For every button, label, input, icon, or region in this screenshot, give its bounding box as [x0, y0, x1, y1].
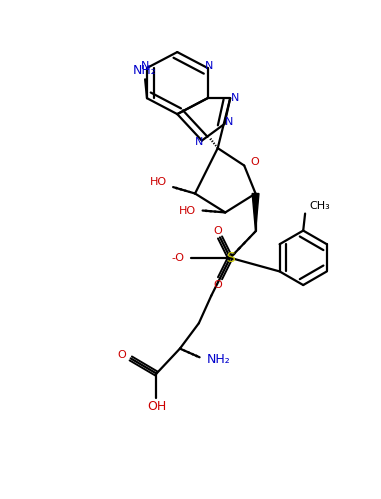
- Text: NH₂: NH₂: [207, 353, 230, 366]
- Text: HO: HO: [150, 177, 167, 187]
- Text: O: O: [117, 350, 126, 360]
- Text: O: O: [250, 157, 259, 167]
- Text: N: N: [205, 61, 214, 71]
- Text: N: N: [141, 61, 149, 71]
- Polygon shape: [252, 194, 259, 232]
- Text: N: N: [231, 93, 239, 103]
- Text: -O: -O: [171, 253, 184, 263]
- Text: O: O: [214, 280, 223, 290]
- Text: O: O: [214, 226, 223, 236]
- Text: HO: HO: [179, 206, 196, 216]
- Text: S: S: [226, 251, 235, 265]
- Text: OH: OH: [147, 400, 166, 413]
- Text: NH₂: NH₂: [133, 64, 156, 77]
- Text: N: N: [195, 137, 203, 148]
- Text: CH₃: CH₃: [310, 201, 330, 211]
- Text: N: N: [225, 117, 233, 127]
